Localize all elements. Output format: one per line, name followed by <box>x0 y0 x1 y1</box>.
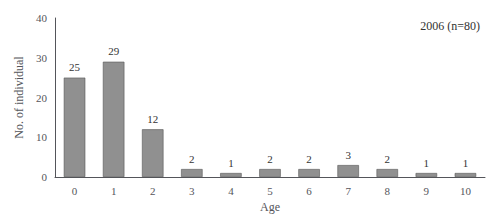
svg-text:1: 1 <box>463 157 469 169</box>
svg-text:2: 2 <box>150 185 156 197</box>
svg-text:2: 2 <box>189 153 195 165</box>
svg-text:No. of individual: No. of individual <box>12 56 26 139</box>
svg-text:25: 25 <box>69 61 81 73</box>
svg-text:2006 (n=80): 2006 (n=80) <box>420 19 480 33</box>
svg-text:7: 7 <box>345 185 351 197</box>
svg-text:8: 8 <box>385 185 391 197</box>
svg-text:2: 2 <box>385 153 391 165</box>
svg-text:3: 3 <box>345 149 351 161</box>
svg-text:1: 1 <box>111 185 117 197</box>
svg-text:9: 9 <box>424 185 430 197</box>
svg-text:1: 1 <box>424 157 430 169</box>
svg-text:12: 12 <box>147 113 158 125</box>
svg-text:30: 30 <box>36 52 48 64</box>
svg-text:5: 5 <box>267 185 273 197</box>
svg-text:29: 29 <box>108 45 120 57</box>
svg-text:0: 0 <box>72 185 78 197</box>
svg-text:6: 6 <box>306 185 312 197</box>
svg-text:20: 20 <box>36 92 48 104</box>
svg-text:40: 40 <box>36 12 48 24</box>
svg-text:10: 10 <box>36 131 48 143</box>
svg-text:10: 10 <box>460 185 472 197</box>
svg-text:Age: Age <box>260 200 280 214</box>
svg-text:3: 3 <box>189 185 195 197</box>
svg-text:1: 1 <box>228 157 234 169</box>
svg-text:0: 0 <box>42 171 48 183</box>
svg-text:2: 2 <box>267 153 273 165</box>
svg-text:2: 2 <box>306 153 312 165</box>
svg-text:4: 4 <box>228 185 234 197</box>
